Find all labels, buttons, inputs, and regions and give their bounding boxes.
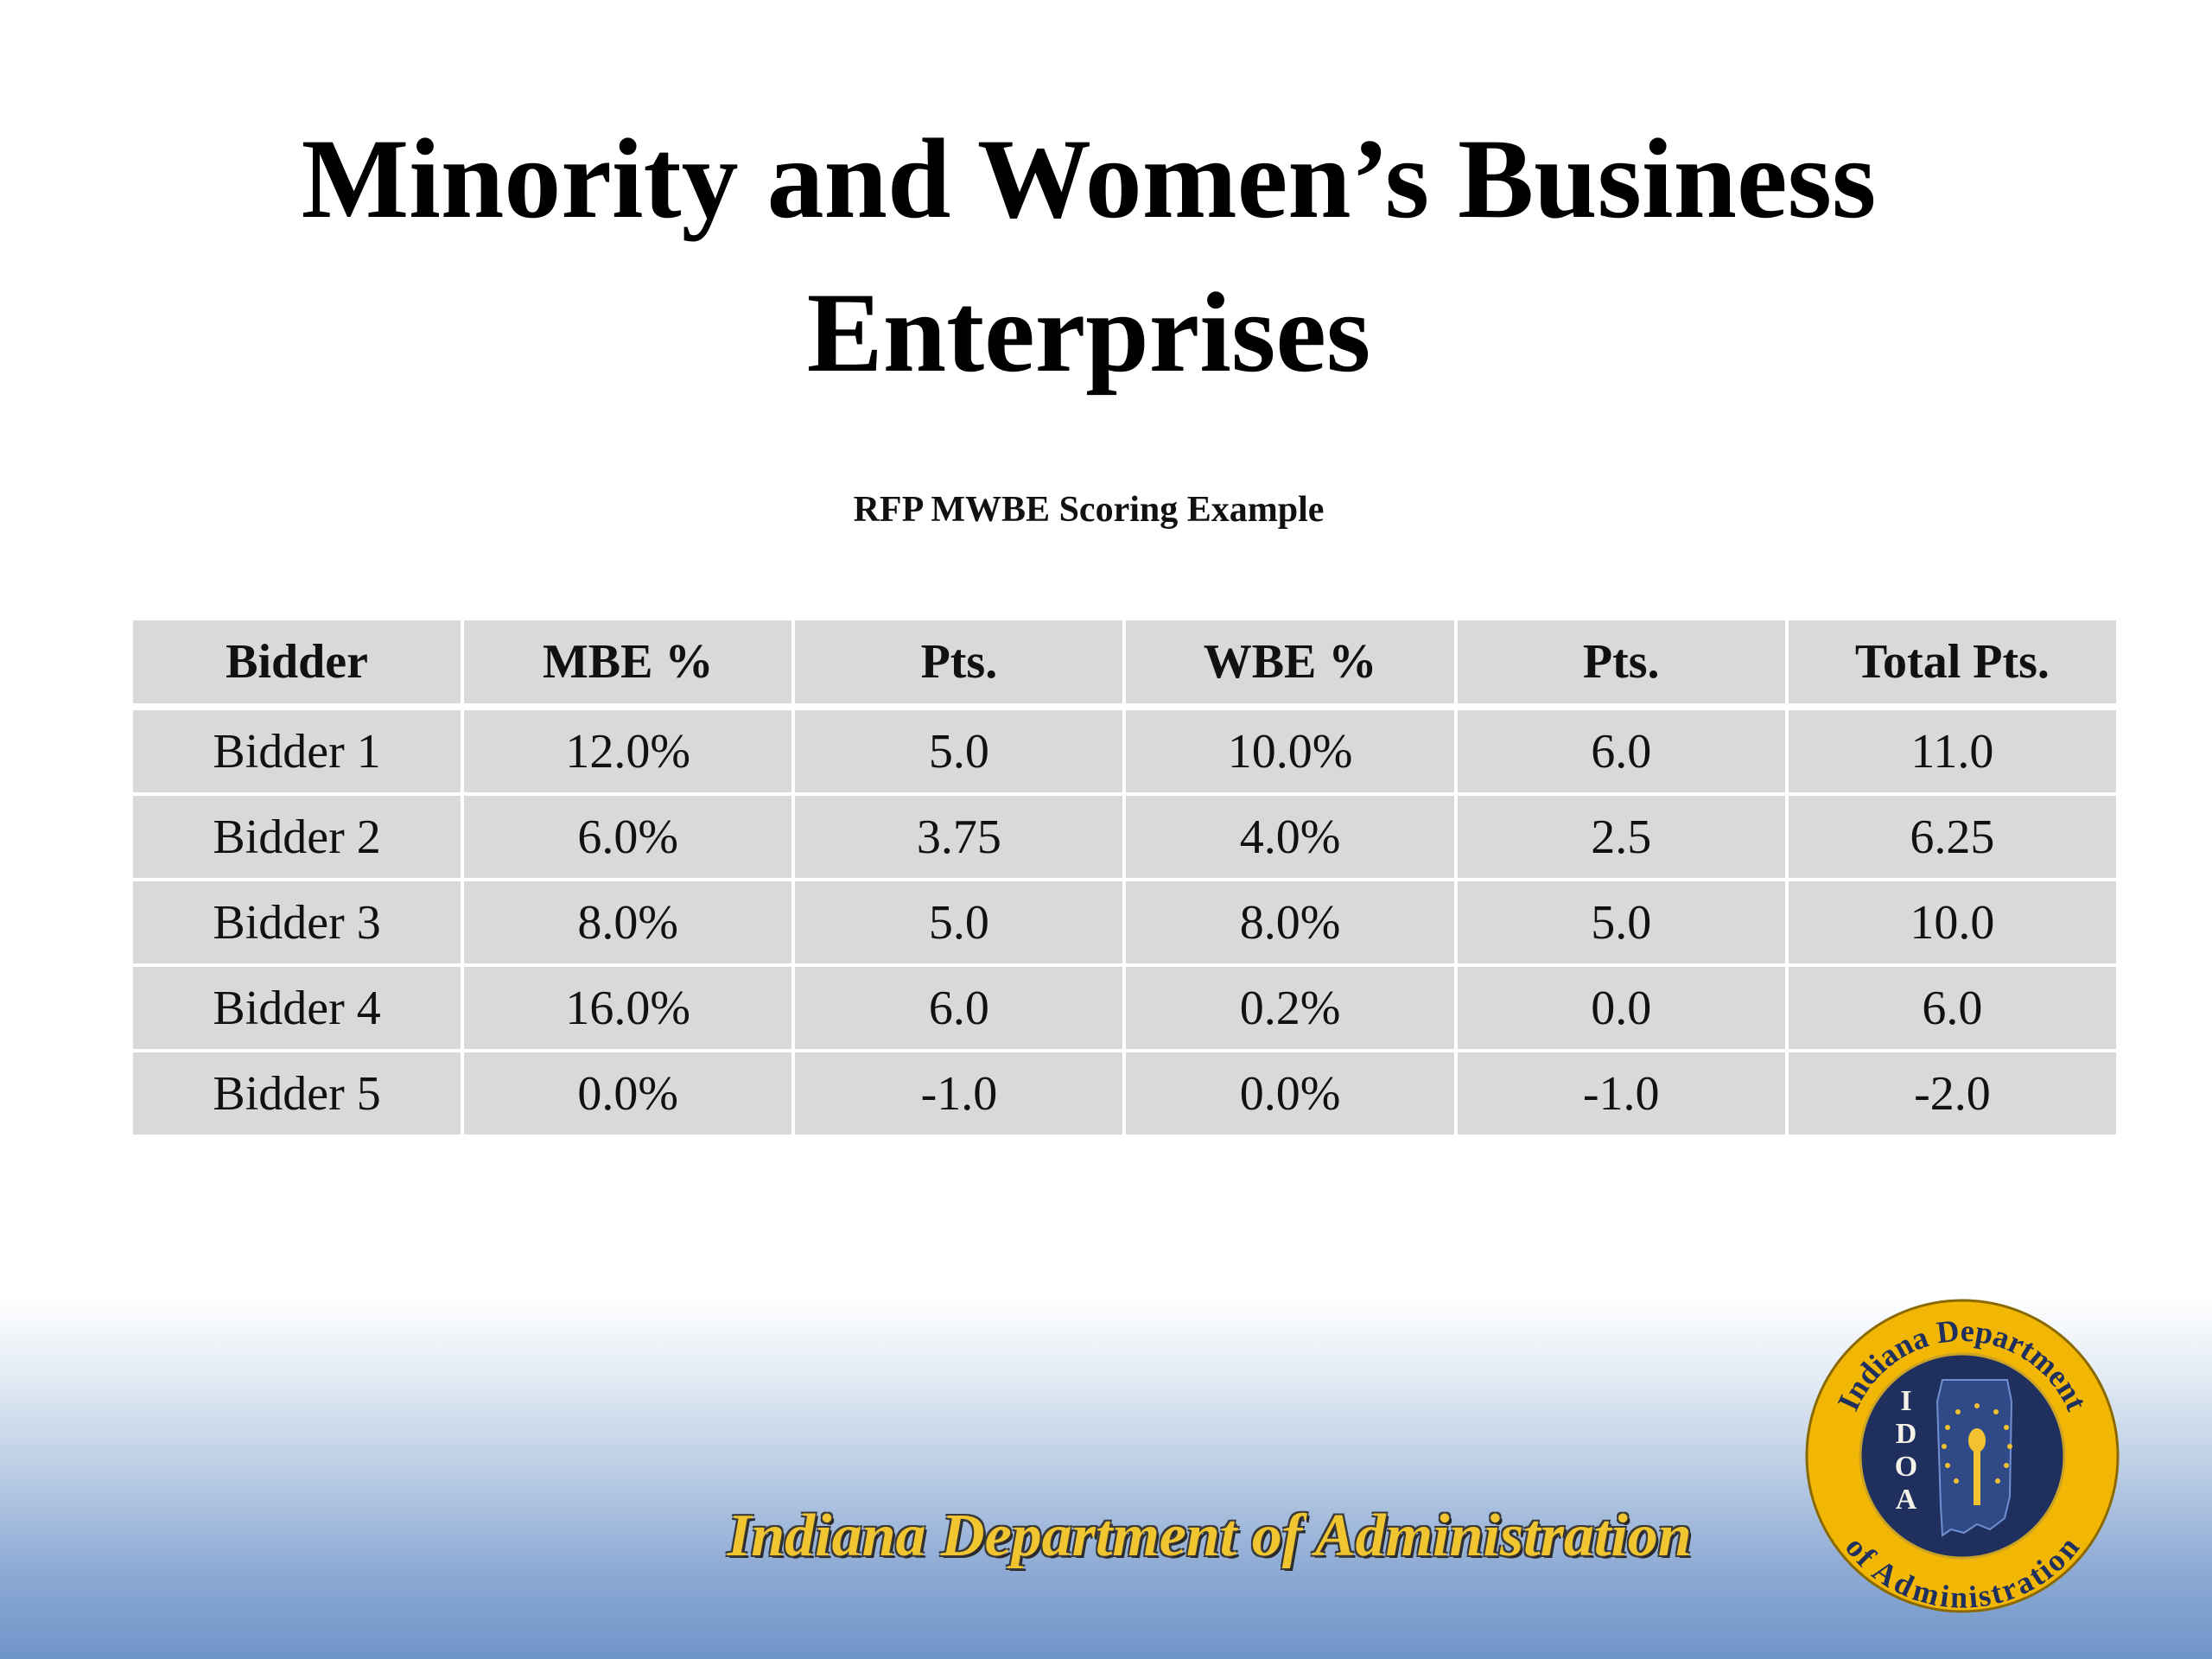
header-bidder: Bidder xyxy=(129,617,465,710)
table-row: Bidder 3 8.0% 5.0 8.0% 5.0 10.0 xyxy=(129,878,2120,967)
idoa-seal-logo: I D O A Indiana Department of Administra… xyxy=(1805,1299,2120,1614)
star-icons xyxy=(1942,1403,2012,1484)
cell-total-points: 11.0 xyxy=(1784,705,2120,796)
cell-wbe-percent: 10.0% xyxy=(1122,705,1458,796)
header-mbe-percent: MBE % xyxy=(461,617,796,710)
table-row: Bidder 1 12.0% 5.0 10.0% 6.0 11.0 xyxy=(129,705,2120,796)
cell-mbe-percent: 16.0% xyxy=(461,963,796,1052)
cell-mbe-percent: 6.0% xyxy=(461,792,796,881)
cell-mbe-points: 3.75 xyxy=(791,792,1127,881)
cell-bidder: Bidder 2 xyxy=(129,792,465,881)
cell-wbe-percent: 4.0% xyxy=(1122,792,1458,881)
seal-idoa-letters: I D O A xyxy=(1895,1385,1917,1516)
table-row: Bidder 2 6.0% 3.75 4.0% 2.5 6.25 xyxy=(129,792,2120,881)
torch-icon xyxy=(1968,1428,1986,1505)
slide-title-line-1: Minority and Women’s Business xyxy=(301,115,1877,242)
header-mbe-points: Pts. xyxy=(791,617,1127,710)
cell-mbe-points: 5.0 xyxy=(791,878,1127,967)
cell-total-points: -2.0 xyxy=(1784,1049,2120,1138)
slide-subtitle: RFP MWBE Scoring Example xyxy=(853,490,1325,530)
slide-title: Minority and Women’s Business Enterprise… xyxy=(0,102,2177,410)
cell-wbe-points: 0.0 xyxy=(1453,963,1789,1052)
cell-total-points: 10.0 xyxy=(1784,878,2120,967)
svg-text:O: O xyxy=(1895,1451,1917,1483)
table-header-row: Bidder MBE % Pts. WBE % Pts. Total Pts. xyxy=(129,617,2120,710)
cell-mbe-percent: 12.0% xyxy=(461,705,796,796)
cell-wbe-percent: 0.2% xyxy=(1122,963,1458,1052)
cell-wbe-percent: 0.0% xyxy=(1122,1049,1458,1138)
header-total-points: Total Pts. xyxy=(1784,617,2120,710)
cell-mbe-points: -1.0 xyxy=(791,1049,1127,1138)
cell-wbe-points: -1.0 xyxy=(1453,1049,1789,1138)
cell-wbe-points: 2.5 xyxy=(1453,792,1789,881)
cell-bidder: Bidder 3 xyxy=(129,878,465,967)
cell-mbe-points: 5.0 xyxy=(791,705,1127,796)
cell-bidder: Bidder 1 xyxy=(129,705,465,796)
cell-bidder: Bidder 4 xyxy=(129,963,465,1052)
table-row: Bidder 4 16.0% 6.0 0.2% 0.0 6.0 xyxy=(129,963,2120,1052)
slide-title-line-2: Enterprises xyxy=(806,269,1371,396)
cell-wbe-percent: 8.0% xyxy=(1122,878,1458,967)
header-wbe-points: Pts. xyxy=(1453,617,1789,710)
cell-total-points: 6.0 xyxy=(1784,963,2120,1052)
scoring-table: Bidder MBE % Pts. WBE % Pts. Total Pts. … xyxy=(129,617,2120,1138)
svg-text:A: A xyxy=(1896,1484,1917,1516)
cell-bidder: Bidder 5 xyxy=(129,1049,465,1138)
cell-wbe-points: 6.0 xyxy=(1453,705,1789,796)
cell-mbe-percent: 0.0% xyxy=(461,1049,796,1138)
agency-name-wordmark: Indiana Department of Administration xyxy=(728,1503,1692,1569)
svg-text:D: D xyxy=(1896,1418,1917,1450)
header-wbe-percent: WBE % xyxy=(1122,617,1458,710)
cell-wbe-points: 5.0 xyxy=(1453,878,1789,967)
cell-total-points: 6.25 xyxy=(1784,792,2120,881)
cell-mbe-points: 6.0 xyxy=(791,963,1127,1052)
svg-text:I: I xyxy=(1900,1385,1911,1417)
cell-mbe-percent: 8.0% xyxy=(461,878,796,967)
table-row: Bidder 5 0.0% -1.0 0.0% -1.0 -2.0 xyxy=(129,1049,2120,1138)
